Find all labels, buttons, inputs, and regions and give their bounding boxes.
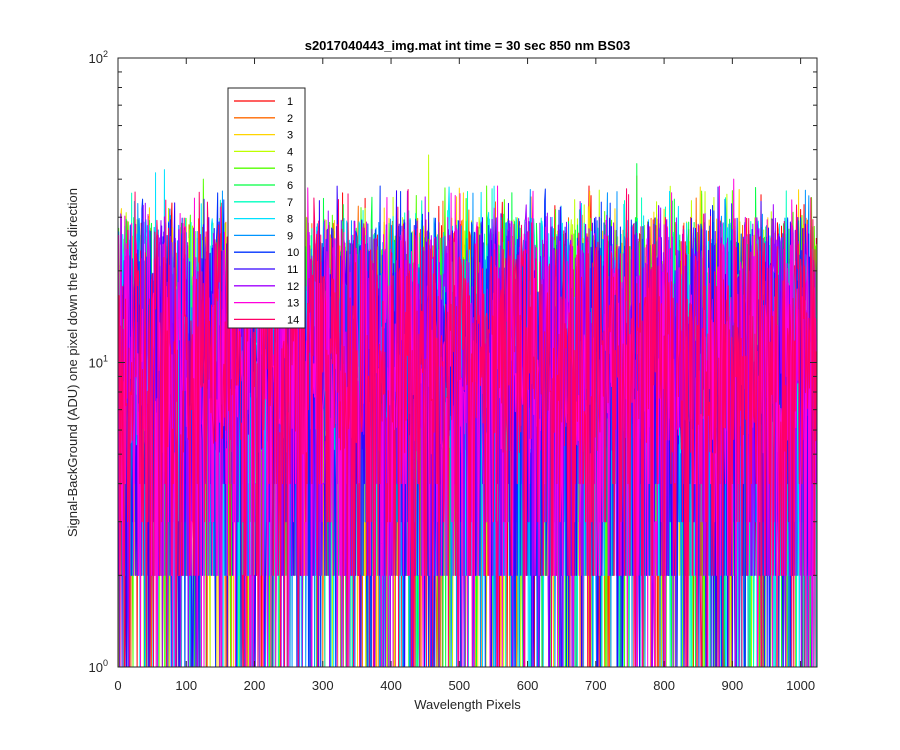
legend-label-1: 1	[287, 96, 293, 108]
x-tick-label: 700	[585, 678, 607, 693]
legend-label-10: 10	[287, 247, 299, 259]
y-tick-exponent: 0	[103, 658, 108, 668]
y-tick-base: 10	[89, 660, 103, 675]
axes: 0 100 200 300 400 500 600 700 800 900 100010010110…	[89, 49, 818, 693]
series-layer	[118, 154, 817, 667]
x-tick-label: 600	[517, 678, 539, 693]
chart-title: s2017040443_img.mat int time = 30 sec 85…	[305, 38, 631, 53]
x-tick-label: 500	[448, 678, 470, 693]
legend-label-11: 11	[287, 264, 298, 276]
legend-label-8: 8	[287, 214, 293, 226]
legend-box	[227, 87, 306, 329]
legend-label-14: 14	[287, 314, 299, 326]
legend-label-6: 6	[287, 180, 293, 192]
x-tick-label: 400	[380, 678, 402, 693]
y-tick-base: 10	[89, 51, 103, 66]
y-tick-base: 10	[89, 356, 103, 371]
y-axis-label: Signal-BackGround (ADU) one pixel down t…	[65, 188, 80, 537]
y-tick-label: 101	[89, 354, 108, 371]
x-tick-label: 0	[114, 678, 121, 693]
y-tick-exponent: 2	[103, 49, 108, 59]
legend-label-5: 5	[287, 163, 293, 175]
x-axis-label: Wavelength Pixels	[414, 697, 521, 712]
legend-label-13: 13	[287, 298, 299, 310]
legend-label-7: 7	[287, 197, 293, 209]
x-tick-label: 900	[722, 678, 744, 693]
x-tick-label: 800	[653, 678, 675, 693]
x-tick-label: 300	[312, 678, 334, 693]
y-tick-label: 102	[89, 49, 108, 66]
y-tick-label: 100	[89, 658, 108, 675]
legend-label-4: 4	[287, 146, 293, 158]
legend-label-3: 3	[287, 130, 293, 142]
legend-label-9: 9	[287, 230, 293, 242]
legend-label-12: 12	[287, 281, 299, 293]
x-tick-label: 1000	[786, 678, 815, 693]
x-tick-label: 200	[244, 678, 266, 693]
x-tick-label: 100	[175, 678, 197, 693]
y-tick-exponent: 1	[103, 354, 108, 364]
series-line-14	[118, 186, 817, 667]
legend-label-2: 2	[287, 113, 293, 125]
